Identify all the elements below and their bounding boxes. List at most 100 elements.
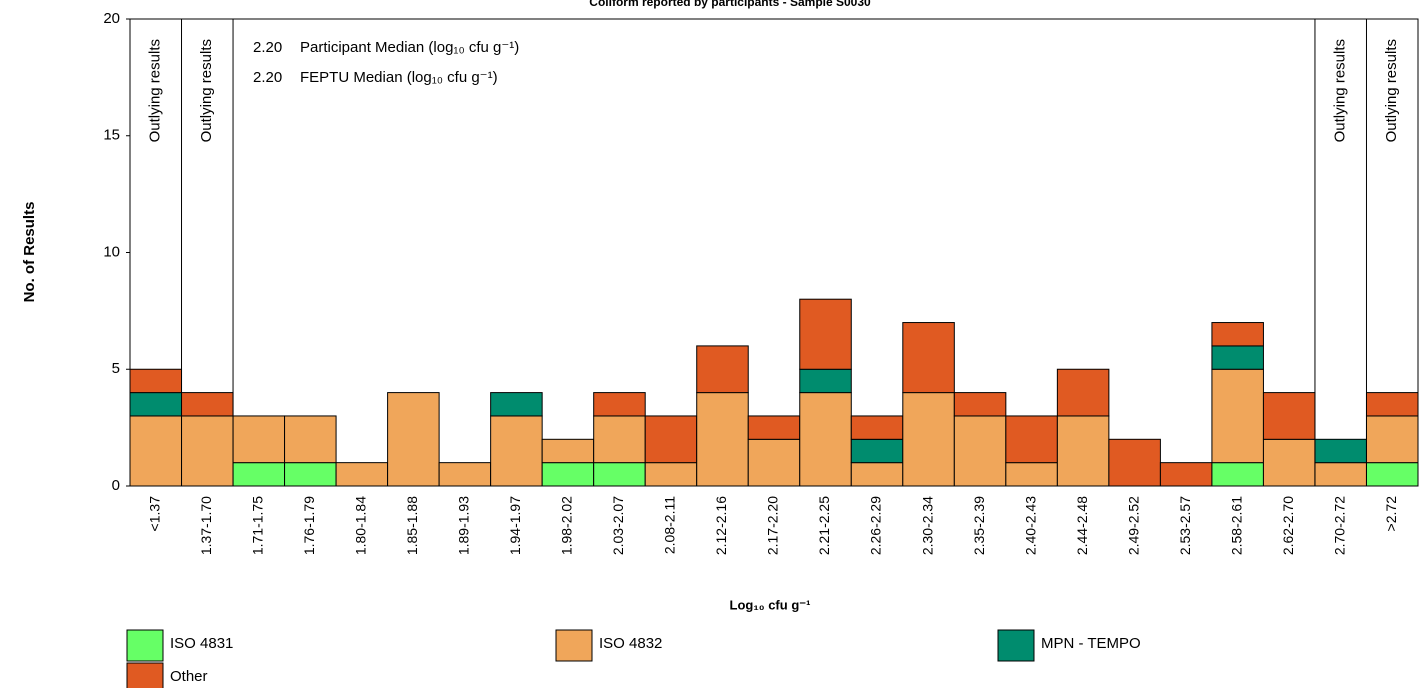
x-axis-title: Log₁₀ cfu g⁻¹ <box>730 597 811 612</box>
bar <box>1365 462 1419 487</box>
bar <box>747 415 801 440</box>
x-tick-label: 2.03-2.07 <box>610 496 626 555</box>
bar <box>490 392 543 417</box>
y-tick-label: 10 <box>103 243 120 260</box>
x-tick-label: <1.37 <box>146 496 162 532</box>
bar <box>850 415 904 440</box>
bar <box>850 462 904 487</box>
bar <box>1211 462 1264 487</box>
x-tick-label: 2.12-2.16 <box>713 496 729 555</box>
bar <box>1365 415 1419 464</box>
bar <box>1365 392 1419 417</box>
x-tick-label: 2.49-2.52 <box>1125 496 1141 555</box>
chart-title: Coliform reported by participants - Samp… <box>589 0 871 9</box>
x-tick-label: 2.58-2.61 <box>1228 496 1244 555</box>
bar <box>129 368 183 394</box>
legend-swatch <box>126 662 164 688</box>
x-tick-label: 1.89-1.93 <box>456 496 472 555</box>
bar <box>850 438 904 464</box>
bar <box>335 462 389 487</box>
bar <box>1262 438 1316 487</box>
bar <box>438 462 492 487</box>
bar <box>644 462 698 487</box>
x-tick-label: 1.94-1.97 <box>507 496 523 555</box>
bar <box>1056 415 1110 487</box>
x-tick-label: >2.72 <box>1383 496 1399 532</box>
bar <box>1005 415 1058 464</box>
legend-label: ISO 4832 <box>599 635 662 652</box>
bar <box>181 392 234 417</box>
bar <box>232 462 286 487</box>
bar <box>129 415 183 487</box>
bar <box>284 462 337 487</box>
x-tick-label: 2.08-2.11 <box>662 496 678 554</box>
legend-swatch <box>126 629 164 662</box>
y-tick-label: 20 <box>103 10 120 27</box>
x-tick-label: 2.17-2.20 <box>765 496 781 555</box>
x-tick-label: 1.98-2.02 <box>559 496 575 555</box>
x-tick-label: 2.26-2.29 <box>868 496 884 555</box>
x-tick-label: 1.80-1.84 <box>353 496 369 555</box>
bar <box>953 392 1007 417</box>
outlying-label: Outlying results <box>1332 39 1349 142</box>
legend-label: ISO 4831 <box>170 635 233 652</box>
bar <box>593 462 646 487</box>
bar <box>1314 438 1367 464</box>
y-tick-label: 0 <box>112 477 120 494</box>
outlying-label: Outlying results <box>198 39 215 142</box>
x-tick-label: 2.35-2.39 <box>971 496 987 555</box>
bar <box>1262 392 1316 440</box>
bar <box>953 415 1007 487</box>
legend-label: Other <box>170 668 208 685</box>
x-tick-label: 2.30-2.34 <box>919 496 935 555</box>
x-tick-label: 2.70-2.72 <box>1331 496 1347 555</box>
bar <box>1005 462 1058 487</box>
bar <box>799 392 852 487</box>
plot-frame <box>129 18 1419 487</box>
bar <box>1211 345 1264 370</box>
outlying-label: Outlying results <box>1383 39 1400 142</box>
y-axis-title: No. of Results <box>21 202 38 303</box>
x-tick-label: 2.53-2.57 <box>1177 496 1193 555</box>
x-tick-label: 1.76-1.79 <box>301 496 317 555</box>
legend-swatch <box>997 629 1035 662</box>
y-tick-label: 5 <box>112 360 120 377</box>
bar <box>541 438 595 464</box>
legend-label: MPN - TEMPO <box>1041 635 1141 652</box>
bar <box>490 415 543 487</box>
annotation-text: FEPTU Median (log₁₀ cfu g⁻¹) <box>300 69 498 86</box>
bar <box>696 392 749 487</box>
bar <box>696 345 749 394</box>
y-tick-label: 15 <box>103 127 120 144</box>
bar <box>902 392 955 487</box>
bar <box>387 392 440 487</box>
x-tick-label: 2.62-2.70 <box>1280 496 1296 555</box>
bar <box>1159 462 1213 487</box>
bar <box>593 392 646 417</box>
annotation-value: 2.20 <box>253 69 282 86</box>
bar <box>593 415 646 464</box>
bar <box>1211 368 1264 464</box>
bar <box>1314 462 1367 487</box>
annotation-value: 2.20 <box>253 39 282 56</box>
bar <box>232 415 286 464</box>
bar <box>284 415 337 464</box>
x-tick-label: 2.40-2.43 <box>1022 496 1038 555</box>
outlying-label: Outlying results <box>147 39 164 142</box>
bar <box>644 415 698 464</box>
x-tick-label: 1.37-1.70 <box>198 496 214 555</box>
x-tick-label: 1.85-1.88 <box>404 496 420 555</box>
x-tick-label: 1.71-1.75 <box>250 496 266 555</box>
x-tick-label: 2.44-2.48 <box>1074 496 1090 555</box>
bar <box>902 322 955 394</box>
bar <box>541 462 595 487</box>
bar <box>1211 322 1264 347</box>
bar <box>1108 438 1161 487</box>
bar <box>181 415 234 487</box>
bar <box>1056 368 1110 417</box>
x-tick-label: 2.21-2.25 <box>816 496 832 555</box>
bar <box>129 392 183 417</box>
bar <box>747 438 801 487</box>
legend-swatch <box>555 629 593 662</box>
